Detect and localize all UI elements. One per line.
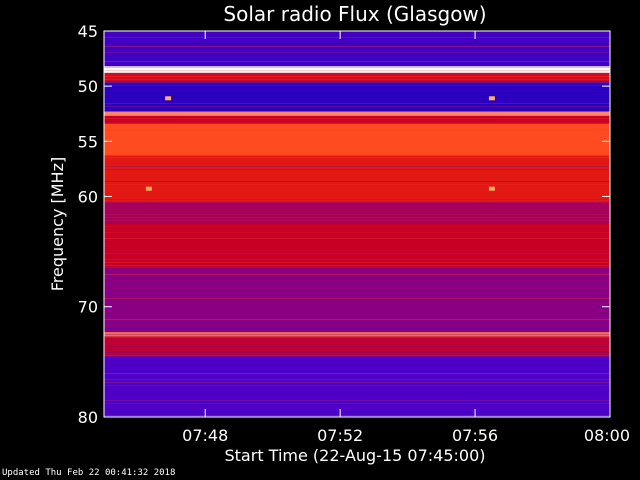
frequency-band-3 [104,81,610,112]
frequency-band-10 [104,268,610,333]
frequency-band-6 [104,123,610,156]
plot-area [104,31,610,417]
bright-spot-3 [488,96,495,101]
frequency-band-5 [104,115,610,124]
x-tick-label: 07:48 [182,426,228,445]
texture-line [104,253,610,254]
texture-line [104,319,610,320]
texture-line [104,79,610,80]
texture-line [104,37,610,38]
frequency-band-1 [104,66,610,73]
y-axis: 45 50 55 60 70 80 [78,22,610,427]
texture-line [104,76,610,77]
frequency-band-0 [104,31,610,67]
texture-line [104,400,610,401]
texture-line [104,85,610,86]
texture-line [104,121,610,122]
texture-line [104,352,610,353]
texture-line [104,373,610,374]
texture-line [104,70,610,71]
texture-line [104,274,610,275]
texture-line [104,166,610,167]
texture-line [104,103,610,104]
x-axis: 07:48 07:52 07:56 08:00 [182,31,630,445]
texture-line [104,415,610,416]
texture-line [104,298,610,299]
texture-line [104,43,610,44]
texture-line [104,349,610,350]
texture-line [104,355,610,356]
x-tick-label: 08:00 [584,426,630,445]
texture-line [104,46,610,47]
texture-line [104,220,610,221]
y-axis-label: Frequency [MHz] [48,157,67,291]
texture-line [104,202,610,203]
texture-line [104,265,610,266]
y-tick-label: 45 [78,22,98,41]
texture-line [104,403,610,404]
frequency-band-2 [104,72,610,82]
texture-line [104,61,610,62]
y-tick-label: 70 [78,298,98,317]
bright-spot-1 [488,186,495,191]
texture-line [104,58,610,59]
y-tick-label: 55 [78,132,98,151]
frequency-band-11 [104,332,610,337]
texture-line [104,232,610,233]
texture-line [104,328,610,329]
frequency-band-4 [104,111,610,116]
texture-line [104,346,610,347]
texture-line [104,217,610,218]
texture-line [104,106,610,107]
texture-line [104,238,610,239]
texture-line [104,361,610,362]
texture-line [104,52,610,53]
plot-frame [103,30,611,418]
texture-line [104,82,610,83]
texture-line [104,157,610,158]
chart-title: Solar radio Flux (Glasgow) [223,2,486,26]
texture-line [104,334,610,335]
frequency-band-8 [104,201,610,224]
frequency-band-12 [104,336,610,357]
texture-line [104,181,610,182]
updated-timestamp: Updated Thu Feb 22 00:41:32 2018 [2,468,176,478]
texture-line [104,262,610,263]
frequency-band-7 [104,155,610,202]
texture-line [104,124,610,125]
texture-line [104,118,610,119]
texture-line [104,379,610,380]
texture-line [104,370,610,371]
texture-line [104,169,610,170]
texture-line [104,94,610,95]
texture-line [104,385,610,386]
texture-line [104,154,610,155]
frequency-band-9 [104,224,610,269]
x-tick-label: 07:56 [452,426,498,445]
bright-spot-2 [165,96,172,101]
texture-line [104,199,610,200]
texture-line [104,247,610,248]
texture-line [104,67,610,68]
x-tick-label: 07:52 [317,426,363,445]
texture-line [104,130,610,131]
texture-line [104,163,610,164]
texture-line [104,91,610,92]
texture-line [104,412,610,413]
texture-line [104,259,610,260]
frequency-band-13 [104,356,610,417]
texture-line [104,337,610,338]
y-tick-label: 80 [78,408,98,427]
y-tick-label: 60 [78,187,98,206]
x-axis-label: Start Time (22-Aug-15 07:45:00) [225,446,486,465]
texture-line [104,184,610,185]
y-tick-label: 50 [78,77,98,96]
bright-spot-0 [145,186,152,191]
texture-line [104,382,610,383]
texture-line [104,226,610,227]
texture-line [104,214,610,215]
